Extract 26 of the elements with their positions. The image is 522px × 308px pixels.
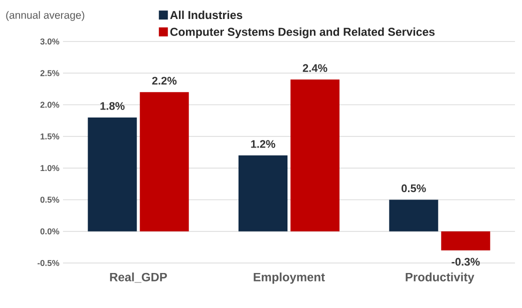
data-label: -0.3% [452, 258, 480, 266]
y-tick-label: 2.5% [40, 70, 60, 76]
y-tick-label: 3.0% [40, 38, 60, 45]
y-tick-label: 2.0% [40, 102, 60, 108]
legend-label: All Industries [170, 10, 242, 20]
y-tick-label: 1.0% [40, 165, 60, 172]
data-label: 1.8% [100, 102, 125, 110]
bar [441, 231, 490, 250]
data-label: 2.4% [302, 64, 328, 72]
y-tick-label: -0.5% [38, 260, 60, 266]
bar [290, 79, 340, 232]
data-label: 2.2% [152, 76, 177, 85]
y-tick-label: 1.5% [40, 133, 60, 140]
y-tick-label: 0.5% [40, 196, 60, 203]
x-tick-label: Productivity [406, 272, 474, 284]
legend-label: Computer Systems Design and Related Services [170, 27, 435, 38]
y-axis-title: (annual average) [6, 11, 84, 21]
data-label: 0.5% [402, 184, 426, 192]
data-label: 1.2% [251, 140, 276, 148]
bar [140, 92, 189, 232]
bar [88, 117, 137, 232]
x-tick-label: Employment [254, 272, 325, 284]
x-tick-label: Real_GDP [110, 272, 167, 283]
bar [389, 200, 438, 232]
y-tick-label: 0.0% [40, 228, 60, 234]
bar [238, 155, 288, 232]
